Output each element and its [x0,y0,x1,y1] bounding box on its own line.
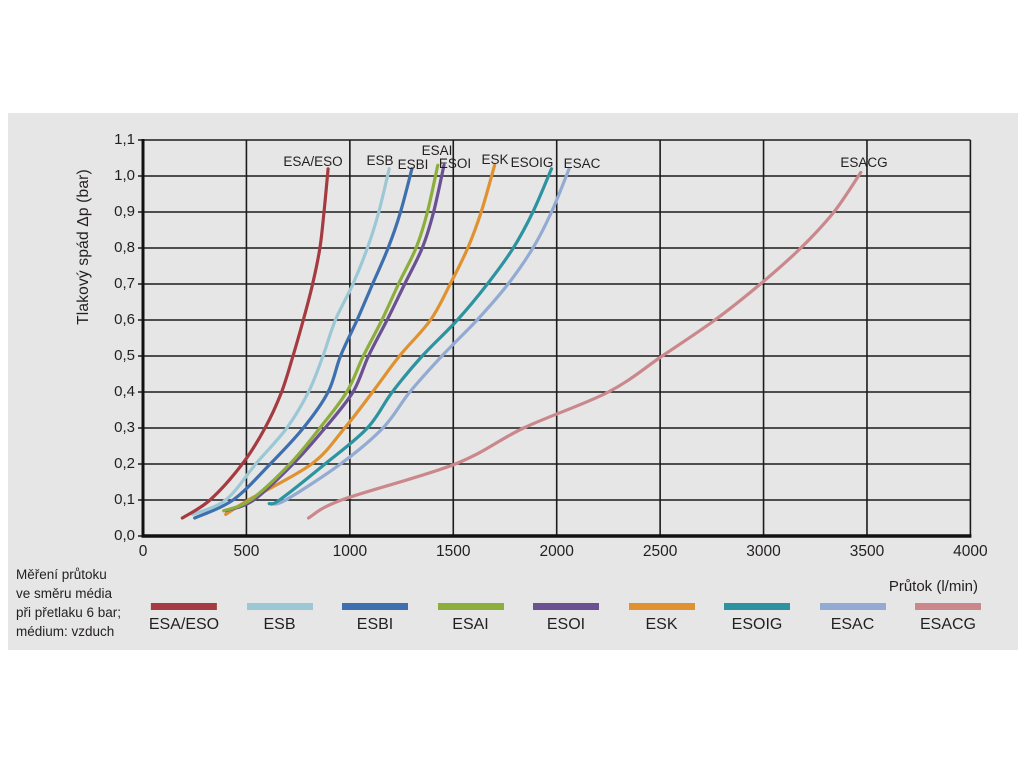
legend-item-label: ESAI [452,616,489,633]
legend-item-label: ESK [645,616,678,633]
y-tick-label: 1,1 [114,131,135,149]
legend-item: ESA/ESO [149,603,219,634]
legend-item-label: ESBI [356,616,394,633]
legend-item: ESACG [915,603,981,634]
legend-color-swatch [533,603,599,610]
curve-label-ESA/ESO: ESA/ESO [283,154,343,169]
legend-color-swatch [724,603,790,610]
x-tick-label: 1000 [332,543,368,560]
legend-item: ESK [628,603,695,634]
note-line-4: médium: vzduch [16,624,115,639]
curve-ESAI [222,163,440,513]
y-tick-label: 0,2 [114,455,135,473]
legend-item-label: ESAC [830,616,875,633]
curve-ESOI [224,163,446,513]
note-line-1: Měření průtoku [16,567,107,582]
legend-item-label: ESOIG [731,616,783,633]
note-line-2: ve směru média [16,586,113,601]
curve-label-ESOIG: ESOIG [510,155,554,170]
x-axis-title: Průtok (l/min) [888,578,978,595]
curve-ESA/ESO [180,167,330,520]
legend-color-swatch [342,603,408,610]
x-tick-label: 500 [233,543,260,560]
y-tick-label: 0,5 [114,347,135,365]
legend-item-label: ESB [263,616,296,633]
legend-item-label: ESACG [919,616,976,633]
legend-color-swatch [246,603,313,610]
legend-item-label: ESOI [546,616,586,633]
curve-label-ESB: ESB [366,153,394,168]
legend-item: ESBI [342,603,408,634]
note-line-3: při přetlaku 6 bar; [16,605,122,620]
curve-label-ESK: ESK [481,152,509,167]
curve-ESOIG [267,167,554,506]
curve-label-ESBI: ESBI [397,157,429,172]
x-tick-label: 2500 [642,543,678,560]
curve-ESK [224,163,497,516]
curve-ESBI [193,167,414,520]
x-tick-label: 3000 [746,543,781,560]
chart-panel [8,113,1018,650]
y-tick-label: 0,9 [114,203,135,221]
x-tick-label: 1500 [436,543,471,560]
legend-color-swatch [819,603,886,610]
curve-label-ESAI: ESAI [421,143,453,158]
legend-color-swatch [628,603,695,610]
curve-ESACG [306,170,863,520]
x-tick-label: 4000 [953,543,988,560]
x-tick-label: 2000 [539,543,574,560]
curve-label-ESOI: ESOI [438,156,472,171]
x-tick-label: 0 [138,543,148,560]
y-tick-label: 0,8 [114,239,135,257]
y-tick-label: 0,4 [114,383,135,401]
curve-label-ESACG: ESACG [840,155,888,170]
x-tick-label: 3500 [849,543,885,560]
legend-color-swatch [151,603,217,610]
legend-color-swatch [437,603,504,610]
legend-item: ESOIG [724,603,790,634]
curve-ESB [191,167,391,516]
legend-color-swatch [915,603,981,610]
y-tick-label: 0,3 [114,419,135,437]
y-tick-label: 0,7 [114,275,135,293]
curve-label-ESAC: ESAC [563,156,601,171]
legend-item: ESOI [533,603,599,634]
y-tick-label: 0,6 [114,311,135,329]
legend-item-label: ESA/ESO [148,616,220,633]
y-tick-label: 0,1 [114,491,135,509]
legend-item: ESAI [437,603,504,634]
y-tick-label: 0,0 [114,527,135,545]
legend-item: ESB [246,603,313,634]
y-tick-label: 1,0 [114,167,135,185]
legend-item: ESAC [819,603,886,634]
curve-ESAC [269,167,571,506]
measurement-note: Měření průtoku ve směru média při přetla… [16,565,121,641]
